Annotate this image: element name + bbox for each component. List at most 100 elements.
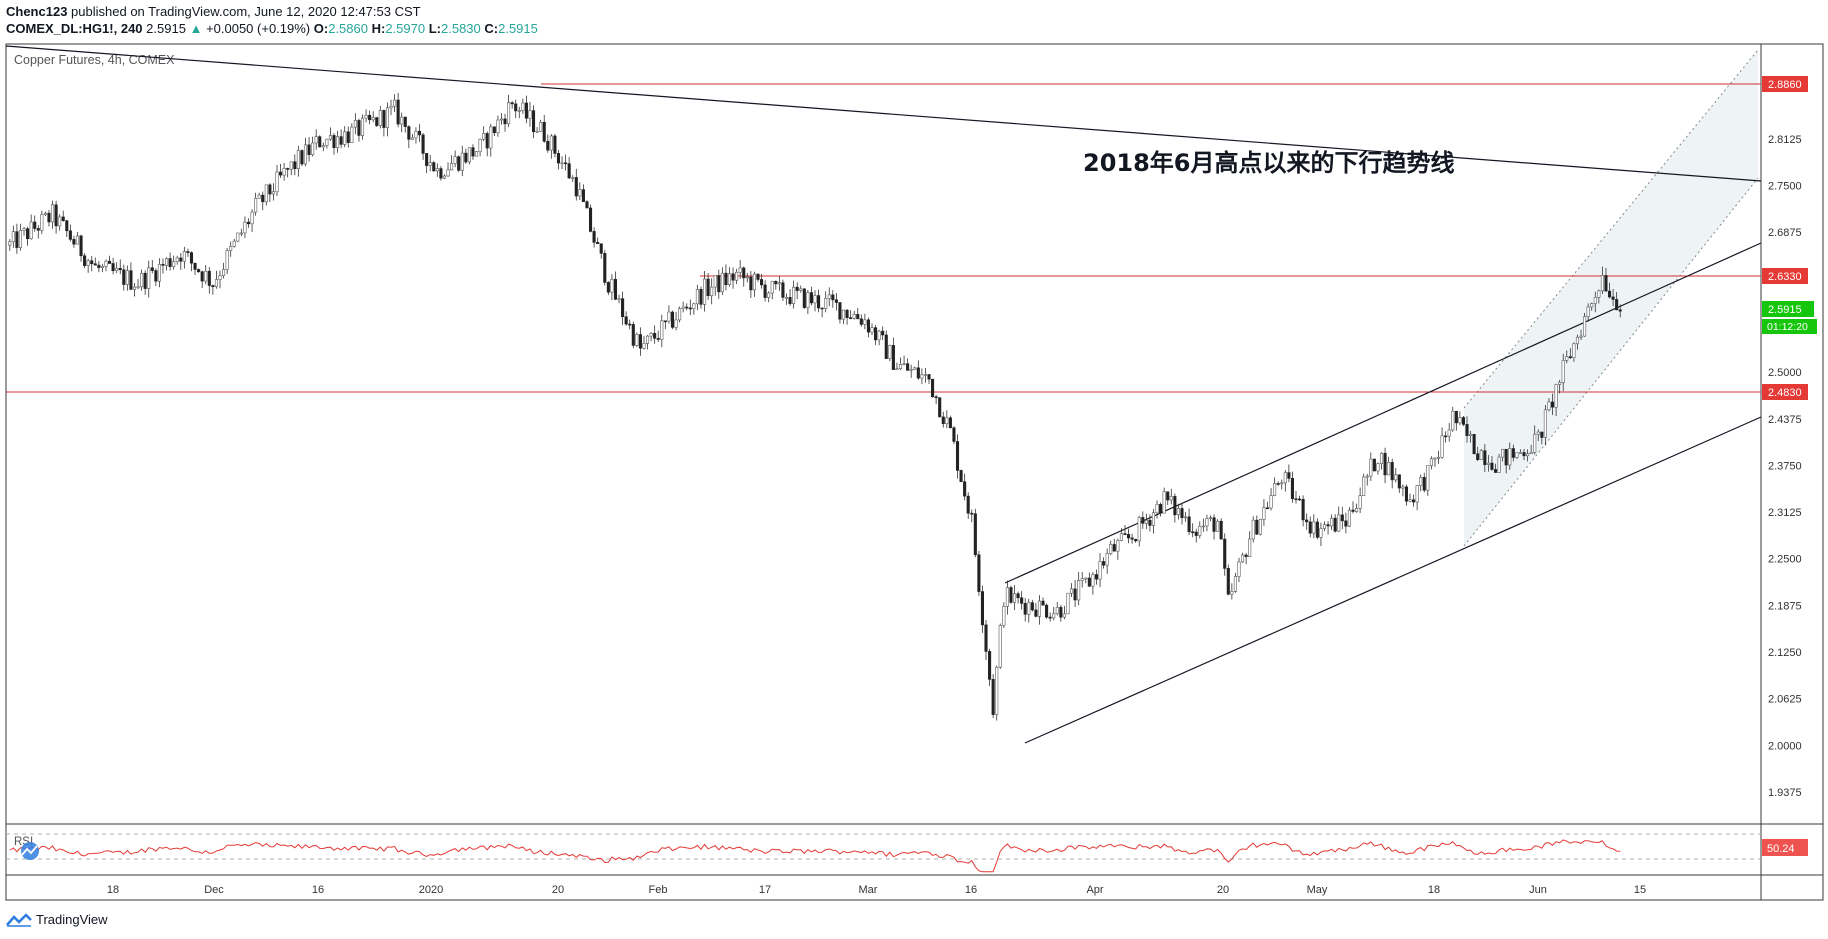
candle xyxy=(268,183,272,203)
candle xyxy=(1611,288,1615,306)
channel-upper-trend-line xyxy=(1004,242,1762,584)
candle xyxy=(970,509,974,523)
y-tick-label: 2.1875 xyxy=(1768,600,1802,612)
candle xyxy=(955,434,960,479)
candle xyxy=(1476,446,1480,462)
candle xyxy=(827,287,831,307)
candle xyxy=(214,270,218,289)
candle xyxy=(136,279,140,290)
price-axis: 2.8125 2.7500 2.6875 2.5000 2.4375 2.3750 2.31… xyxy=(1768,134,1802,799)
current-price-tag: 2.5915 01:12:20 xyxy=(1762,301,1817,334)
candle xyxy=(1105,548,1109,574)
candle xyxy=(1315,518,1319,540)
candle xyxy=(154,268,158,286)
low-label: L: xyxy=(428,21,441,36)
candle xyxy=(1426,465,1430,496)
candle xyxy=(58,214,62,231)
tradingview-logo-icon[interactable] xyxy=(6,912,32,927)
rising-channel-fill xyxy=(1464,50,1758,546)
candle xyxy=(1575,334,1580,350)
candle xyxy=(1045,603,1049,619)
y-tick-label: 2.6875 xyxy=(1768,227,1802,239)
candle xyxy=(421,132,425,160)
candle xyxy=(1037,595,1042,625)
candle xyxy=(1536,429,1540,442)
candle xyxy=(229,241,233,257)
candle xyxy=(1012,585,1017,610)
candle xyxy=(1415,484,1419,511)
candle xyxy=(83,253,87,269)
candle xyxy=(510,101,514,109)
candle xyxy=(1248,531,1252,557)
candle xyxy=(1123,525,1127,536)
candle xyxy=(1597,289,1601,304)
candle xyxy=(417,124,422,142)
y-tick-label: 2.7500 xyxy=(1768,181,1802,193)
candle xyxy=(1276,481,1280,486)
candle xyxy=(521,98,525,114)
candle xyxy=(920,368,924,385)
candle xyxy=(1322,521,1327,532)
candle xyxy=(645,335,650,350)
candle xyxy=(1059,604,1063,622)
low-value: 2.5830 xyxy=(441,21,481,36)
candle xyxy=(1255,515,1259,535)
candle xyxy=(1287,464,1291,483)
candle xyxy=(8,239,12,251)
candle xyxy=(1461,416,1465,427)
candle xyxy=(898,357,903,371)
footer: TradingView xyxy=(6,912,108,927)
downtrend-annotation: 2018年6月高点以来的下行趋势线 xyxy=(1083,149,1455,177)
candle xyxy=(678,306,682,323)
candle xyxy=(414,127,418,144)
candle xyxy=(172,255,176,270)
candle xyxy=(763,280,767,302)
candle xyxy=(1077,571,1081,606)
candle xyxy=(457,155,461,173)
candle xyxy=(1572,342,1576,362)
candle xyxy=(1333,514,1337,533)
change-value: +0.0050 (+0.19%) xyxy=(206,21,311,36)
candle xyxy=(464,148,468,165)
candle xyxy=(293,154,297,176)
time-axis: 18 Dec 16 2020 20 Feb 17 Mar 16 Apr 20 May 18 Jun 15 xyxy=(107,884,1646,896)
candle xyxy=(1148,514,1152,532)
candle xyxy=(47,209,51,227)
candle xyxy=(1258,518,1262,536)
candle xyxy=(200,270,204,288)
candle xyxy=(1055,602,1059,616)
candle xyxy=(738,259,742,279)
candle xyxy=(1187,508,1191,535)
candle xyxy=(182,246,186,269)
candle xyxy=(410,133,414,140)
candle xyxy=(161,258,165,274)
x-tick-label: 16 xyxy=(965,884,977,896)
candle xyxy=(1237,557,1241,583)
candle xyxy=(567,157,571,179)
candle xyxy=(1137,515,1141,547)
candle xyxy=(100,263,104,273)
candle xyxy=(165,257,169,271)
y-tick-label: 2.0625 xyxy=(1768,694,1802,706)
y-tick-label: 2.1250 xyxy=(1768,647,1802,659)
candle xyxy=(311,136,315,157)
candle xyxy=(831,290,835,308)
candle xyxy=(140,269,144,291)
candle xyxy=(927,374,931,384)
candle xyxy=(143,270,147,295)
candle xyxy=(318,135,322,148)
candle xyxy=(613,271,618,300)
candle xyxy=(542,114,546,143)
candle xyxy=(1030,599,1034,612)
price-tag-2-8860: 2.8860 xyxy=(1762,76,1808,92)
publisher-name[interactable]: Chenc123 xyxy=(6,4,68,19)
candle xyxy=(802,288,806,309)
candle xyxy=(382,109,386,137)
tradingview-brand[interactable]: TradingView xyxy=(36,912,108,927)
channel-lower-dotted-line xyxy=(1463,177,1759,547)
candle xyxy=(222,262,226,279)
candle xyxy=(1326,521,1330,535)
candle xyxy=(289,161,293,176)
candle xyxy=(1615,292,1619,311)
candle xyxy=(774,280,778,290)
